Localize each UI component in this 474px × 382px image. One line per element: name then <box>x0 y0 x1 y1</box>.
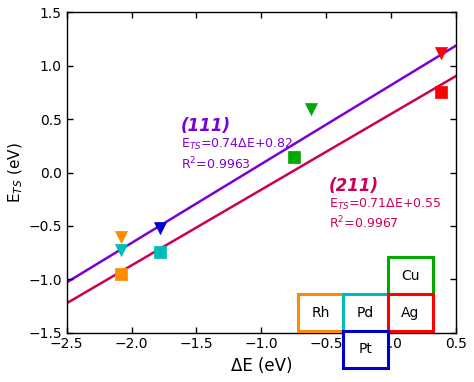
Point <box>290 154 298 160</box>
Text: R$^2$=0.9967: R$^2$=0.9967 <box>329 214 399 231</box>
Point <box>307 105 314 112</box>
Point <box>118 271 125 277</box>
Text: (111): (111) <box>181 117 231 134</box>
FancyBboxPatch shape <box>388 294 433 331</box>
Text: E$_{TS}$=0.74ΔE+0.82: E$_{TS}$=0.74ΔE+0.82 <box>181 137 292 152</box>
Point <box>437 89 444 96</box>
Text: Cu: Cu <box>401 269 419 283</box>
Point <box>118 233 125 240</box>
Point <box>156 248 164 254</box>
Text: Pt: Pt <box>359 342 373 356</box>
Text: (211): (211) <box>329 177 379 196</box>
Text: Pd: Pd <box>357 306 374 320</box>
FancyBboxPatch shape <box>298 294 343 331</box>
X-axis label: ΔE (eV): ΔE (eV) <box>231 357 292 375</box>
Text: E$_{TS}$=0.71ΔE+0.55: E$_{TS}$=0.71ΔE+0.55 <box>329 197 441 212</box>
Point <box>118 248 125 254</box>
Point <box>156 225 164 231</box>
FancyBboxPatch shape <box>343 331 388 368</box>
Text: Ag: Ag <box>401 306 419 320</box>
Text: Rh: Rh <box>311 306 330 320</box>
FancyBboxPatch shape <box>343 294 388 331</box>
Text: R$^2$=0.9963: R$^2$=0.9963 <box>181 156 251 172</box>
Point <box>437 50 444 56</box>
Y-axis label: E$_{TS}$ (eV): E$_{TS}$ (eV) <box>7 142 25 203</box>
FancyBboxPatch shape <box>388 257 433 294</box>
